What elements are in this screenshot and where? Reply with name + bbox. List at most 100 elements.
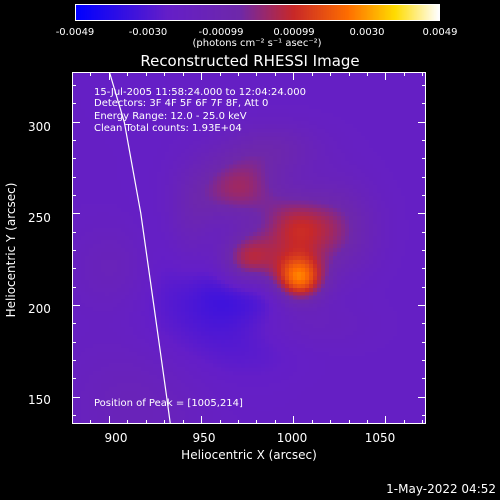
tick-mark — [219, 420, 221, 424]
tick-mark — [90, 420, 92, 424]
tick-mark — [72, 213, 80, 215]
tick-mark — [72, 378, 76, 380]
tick-mark — [72, 304, 80, 306]
tick-mark — [422, 72, 424, 76]
tick-mark — [385, 72, 387, 80]
tick-mark — [145, 420, 147, 424]
tick-mark — [237, 72, 239, 76]
tick-mark — [422, 378, 426, 380]
info-time-range: 15-Jul-2005 11:58:24.000 to 12:04:24.000 — [94, 87, 306, 98]
info-detectors: Detectors: 3F 4F 5F 6F 7F 8F, Att 0 — [94, 98, 269, 109]
colorbar-tick-label: 0.0030 — [349, 27, 385, 38]
tick-mark — [418, 396, 426, 398]
tick-mark — [72, 158, 76, 160]
tick-mark — [311, 72, 313, 76]
tick-mark — [422, 176, 426, 178]
tick-mark — [293, 72, 295, 80]
solar-limb-svg — [109, 73, 171, 423]
info-energy-range: Energy Range: 12.0 - 25.0 keV — [94, 111, 247, 122]
tick-mark — [72, 72, 73, 76]
info-peak-position: Position of Peak = [1005,214] — [94, 398, 243, 409]
tick-mark — [164, 420, 166, 424]
tick-mark — [108, 72, 110, 80]
tick-mark — [367, 420, 368, 424]
tick-mark — [311, 420, 313, 424]
tick-mark — [72, 231, 76, 233]
colorbar — [75, 4, 440, 21]
tick-mark — [256, 72, 258, 76]
tick-mark — [72, 84, 76, 86]
tick-mark — [72, 139, 76, 141]
tick-mark — [72, 121, 80, 123]
tick-mark — [422, 341, 426, 343]
tick-mark — [182, 72, 184, 76]
tick-mark — [72, 396, 80, 398]
tick-mark — [274, 420, 276, 424]
tick-mark — [72, 194, 76, 196]
tick-mark — [72, 341, 76, 343]
tick-mark — [127, 72, 129, 76]
chart-title: Reconstructed RHESSI Image — [140, 52, 360, 70]
tick-mark — [418, 121, 426, 123]
colorbar-tick-label: 0.0049 — [422, 27, 458, 38]
tick-mark — [219, 72, 221, 76]
tick-mark — [422, 323, 426, 325]
tick-mark — [127, 420, 129, 424]
tick-mark — [72, 268, 76, 270]
tick-mark — [201, 72, 203, 80]
colorbar-tick-label: -0.0049 — [55, 27, 95, 38]
solar-limb-line — [109, 73, 171, 423]
tick-mark — [348, 72, 350, 76]
tick-mark — [256, 420, 258, 424]
y-tick-label: 150 — [28, 393, 51, 407]
y-tick-label: 200 — [28, 302, 51, 316]
tick-mark — [422, 268, 426, 270]
tick-mark — [422, 103, 426, 105]
tick-mark — [72, 414, 76, 416]
tick-mark — [293, 416, 295, 424]
tick-mark — [422, 194, 426, 196]
tick-mark — [330, 420, 332, 424]
x-tick-label: 1000 — [276, 431, 308, 445]
x-tick-label: 1050 — [364, 431, 396, 445]
colorbar-tick-label: -0.0030 — [128, 27, 168, 38]
tick-mark — [330, 72, 332, 76]
tick-mark — [274, 72, 276, 76]
tick-mark — [108, 416, 110, 424]
tick-mark — [72, 249, 76, 251]
tick-mark — [237, 420, 239, 424]
tick-mark — [403, 420, 405, 424]
info-method-counts: Clean Total counts: 1.93E+04 — [94, 123, 242, 134]
tick-mark — [422, 231, 426, 233]
tick-mark — [201, 416, 203, 424]
tick-mark — [72, 103, 76, 105]
tick-mark — [182, 420, 184, 424]
tick-mark — [418, 213, 426, 215]
colorbar-units: (photons cm⁻² s⁻¹ asec⁻²) — [192, 38, 322, 49]
tick-mark — [72, 420, 73, 424]
y-tick-label: 300 — [28, 120, 51, 134]
tick-mark — [418, 304, 426, 306]
tick-mark — [422, 359, 426, 361]
tick-mark — [72, 323, 76, 325]
x-tick-label: 950 — [192, 431, 216, 445]
tick-mark — [90, 72, 92, 76]
tick-mark — [145, 72, 147, 76]
y-axis-label: Heliocentric Y (arcsec) — [4, 182, 18, 318]
x-tick-label: 900 — [104, 431, 128, 445]
tick-mark — [422, 414, 426, 416]
tick-mark — [72, 176, 76, 178]
plot-area — [72, 72, 426, 424]
tick-mark — [422, 249, 426, 251]
tick-mark — [385, 416, 387, 424]
tick-mark — [367, 72, 368, 76]
tick-mark — [403, 72, 405, 76]
tick-mark — [348, 420, 350, 424]
y-tick-label: 250 — [28, 211, 51, 225]
tick-mark — [72, 359, 76, 361]
tick-mark — [422, 286, 426, 288]
timestamp: 1-May-2022 04:52 — [386, 482, 496, 496]
tick-mark — [72, 286, 76, 288]
x-axis-label: Heliocentric X (arcsec) — [181, 448, 317, 462]
heatmap-image — [73, 73, 425, 423]
